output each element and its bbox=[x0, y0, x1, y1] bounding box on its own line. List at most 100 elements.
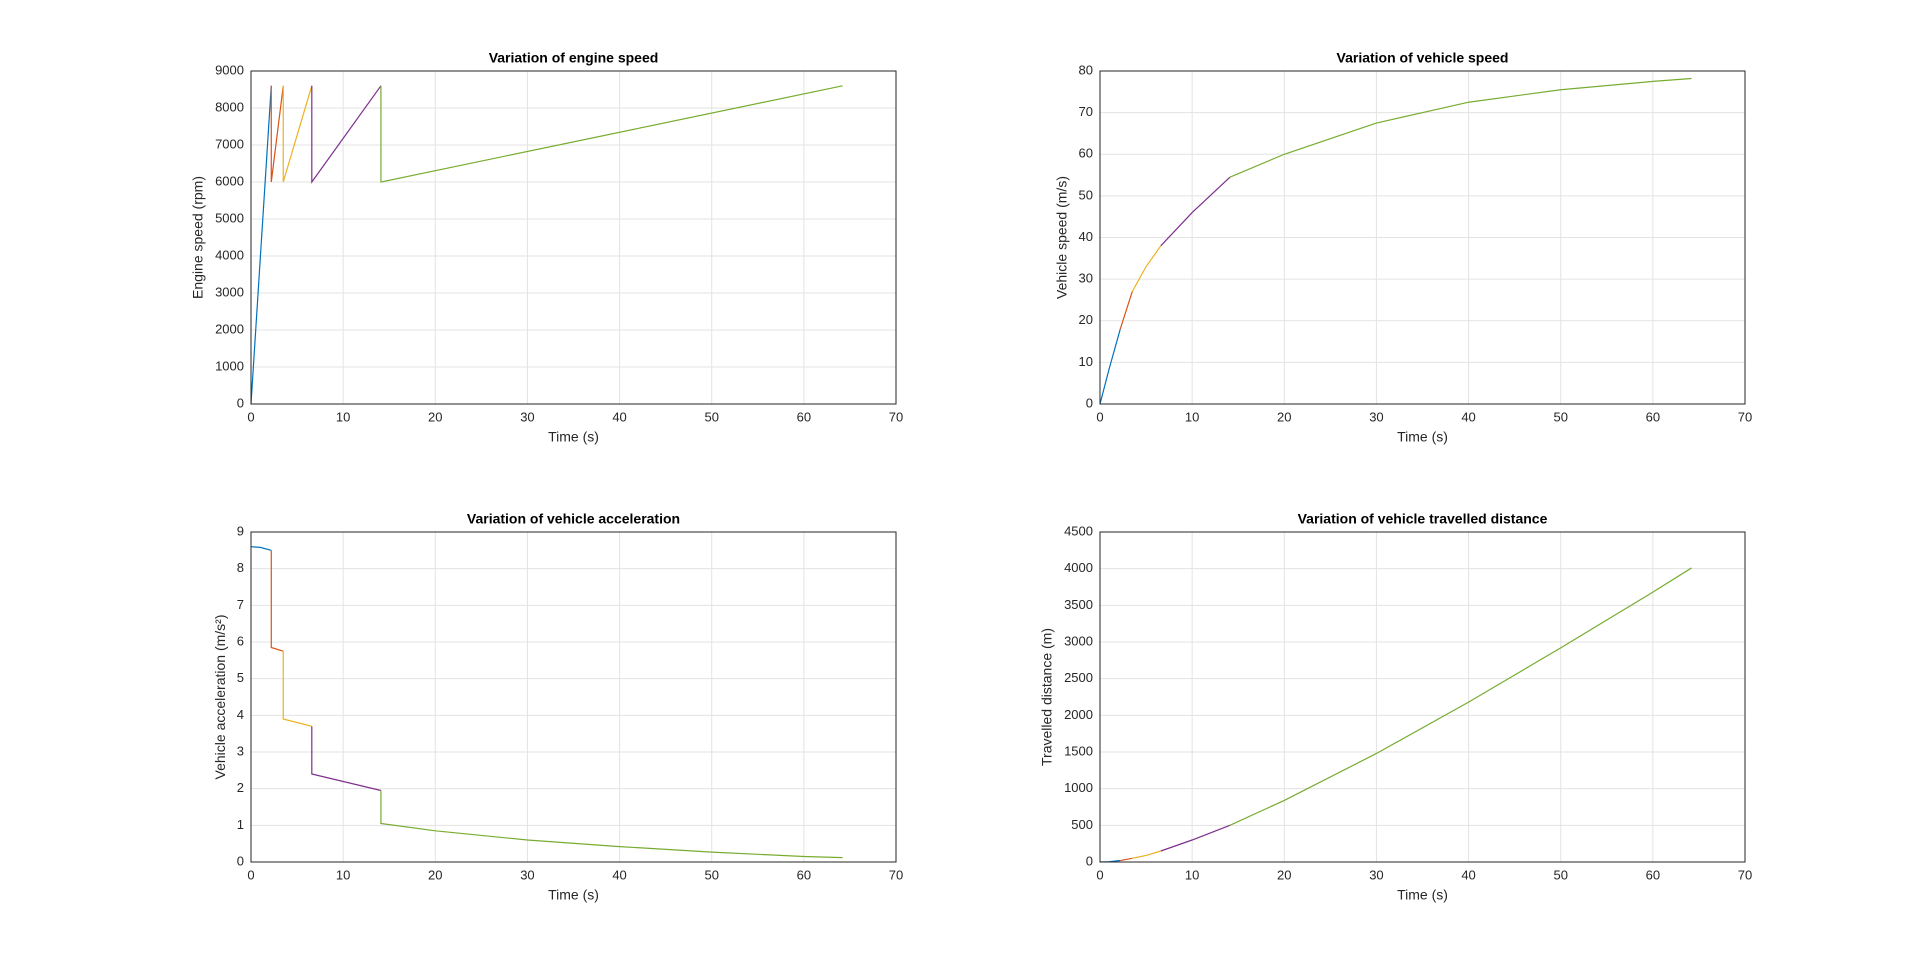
x-tick-label: 40 bbox=[1461, 867, 1475, 882]
y-tick-label: 500 bbox=[1071, 817, 1093, 832]
data-line bbox=[1160, 824, 1231, 852]
y-axis-label: Engine speed (rpm) bbox=[190, 176, 206, 299]
x-tick-label: 40 bbox=[612, 409, 626, 424]
x-tick-label: 40 bbox=[612, 867, 626, 882]
data-line bbox=[250, 85, 272, 405]
data-line bbox=[1119, 291, 1133, 330]
y-tick-label: 1 bbox=[237, 817, 244, 832]
chart-title: Variation of vehicle acceleration bbox=[467, 511, 680, 527]
y-tick-label: 7 bbox=[237, 597, 244, 612]
y-tick-label: 0 bbox=[237, 395, 244, 410]
y-tick-label: 6 bbox=[237, 633, 244, 648]
chart-title: Variation of vehicle speed bbox=[1337, 50, 1509, 66]
y-tick-label: 9000 bbox=[215, 62, 244, 77]
x-tick-label: 60 bbox=[1646, 409, 1660, 424]
data-line bbox=[270, 85, 284, 183]
y-axis-label: Vehicle acceleration (m/s²) bbox=[212, 615, 228, 780]
y-tick-label: 8000 bbox=[215, 99, 244, 114]
data-line bbox=[380, 790, 843, 859]
y-tick-label: 7000 bbox=[215, 136, 244, 151]
data-line bbox=[1132, 850, 1161, 859]
y-tick-label: 70 bbox=[1079, 104, 1093, 119]
data-line bbox=[1099, 328, 1121, 405]
axes-box bbox=[250, 531, 897, 863]
x-tick-label: 30 bbox=[520, 867, 534, 882]
x-tick-label: 10 bbox=[336, 409, 350, 424]
x-tick-label: 40 bbox=[1461, 409, 1475, 424]
x-tick-label: 20 bbox=[428, 867, 442, 882]
y-tick-label: 40 bbox=[1079, 229, 1093, 244]
data-line bbox=[1120, 857, 1133, 862]
data-line bbox=[1160, 176, 1231, 247]
data-line bbox=[270, 550, 284, 652]
y-tick-label: 4 bbox=[237, 707, 244, 722]
y-tick-label: 4500 bbox=[1064, 523, 1093, 538]
y-tick-label: 50 bbox=[1079, 187, 1093, 202]
y-tick-label: 60 bbox=[1079, 146, 1093, 161]
x-axis-label: Time (s) bbox=[1397, 887, 1448, 903]
axes-box bbox=[1099, 70, 1746, 405]
x-tick-label: 0 bbox=[247, 867, 254, 882]
x-tick-label: 20 bbox=[1277, 409, 1291, 424]
y-tick-label: 0 bbox=[1086, 853, 1093, 868]
y-tick-label: 6000 bbox=[215, 173, 244, 188]
y-tick-label: 1500 bbox=[1064, 743, 1093, 758]
x-tick-label: 60 bbox=[1646, 867, 1660, 882]
x-tick-label: 70 bbox=[889, 867, 903, 882]
x-tick-label: 30 bbox=[1369, 409, 1383, 424]
x-tick-label: 0 bbox=[1096, 867, 1103, 882]
y-axis-label: Travelled distance (m) bbox=[1039, 628, 1055, 766]
y-tick-label: 3000 bbox=[215, 284, 244, 299]
data-line bbox=[282, 651, 312, 727]
y-axis-label: Vehicle speed (m/s) bbox=[1054, 176, 1070, 299]
y-tick-label: 2 bbox=[237, 780, 244, 795]
data-line bbox=[1131, 245, 1162, 292]
y-tick-label: 20 bbox=[1079, 312, 1093, 327]
y-tick-label: 4000 bbox=[215, 247, 244, 262]
y-tick-label: 1000 bbox=[1064, 780, 1093, 795]
chart-title: Variation of vehicle travelled distance bbox=[1298, 511, 1548, 527]
x-tick-label: 10 bbox=[1185, 867, 1199, 882]
x-tick-label: 50 bbox=[1553, 409, 1567, 424]
y-tick-label: 5000 bbox=[215, 210, 244, 225]
x-tick-label: 70 bbox=[1738, 867, 1752, 882]
x-axis-label: Time (s) bbox=[1397, 429, 1448, 445]
x-axis-label: Time (s) bbox=[548, 429, 599, 445]
y-tick-label: 2000 bbox=[215, 321, 244, 336]
x-tick-label: 20 bbox=[1277, 867, 1291, 882]
x-axis-label: Time (s) bbox=[548, 887, 599, 903]
y-tick-label: 2500 bbox=[1064, 670, 1093, 685]
data-line bbox=[311, 726, 382, 792]
y-tick-label: 1000 bbox=[215, 358, 244, 373]
y-tick-label: 10 bbox=[1079, 354, 1093, 369]
y-tick-label: 0 bbox=[1086, 395, 1093, 410]
x-tick-label: 50 bbox=[704, 409, 718, 424]
y-tick-label: 8 bbox=[237, 560, 244, 575]
axes-box bbox=[1099, 531, 1746, 863]
x-tick-label: 30 bbox=[520, 409, 534, 424]
y-tick-label: 2000 bbox=[1064, 707, 1093, 722]
data-line bbox=[1229, 567, 1692, 826]
x-tick-label: 0 bbox=[247, 409, 254, 424]
data-line bbox=[380, 85, 843, 183]
x-tick-label: 60 bbox=[797, 867, 811, 882]
y-tick-label: 4000 bbox=[1064, 560, 1093, 575]
data-line bbox=[282, 85, 313, 183]
chart-title: Variation of engine speed bbox=[489, 50, 659, 66]
x-tick-label: 0 bbox=[1096, 409, 1103, 424]
y-tick-label: 30 bbox=[1079, 271, 1093, 286]
y-tick-label: 3500 bbox=[1064, 597, 1093, 612]
y-tick-label: 0 bbox=[237, 853, 244, 868]
x-tick-label: 20 bbox=[428, 409, 442, 424]
data-line bbox=[311, 85, 382, 184]
x-tick-label: 10 bbox=[1185, 409, 1199, 424]
x-tick-label: 50 bbox=[1553, 867, 1567, 882]
data-line bbox=[1229, 77, 1692, 178]
y-tick-label: 9 bbox=[237, 523, 244, 538]
x-tick-label: 10 bbox=[336, 867, 350, 882]
axes-box bbox=[250, 70, 897, 405]
x-tick-label: 50 bbox=[704, 867, 718, 882]
data-line bbox=[250, 546, 272, 551]
x-tick-label: 70 bbox=[1738, 409, 1752, 424]
